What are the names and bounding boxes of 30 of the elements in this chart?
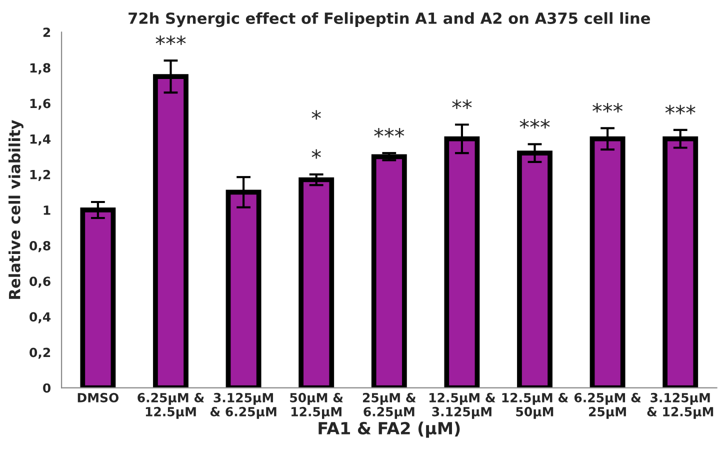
- x-tick-label: 3.125μM & 6.25μM: [210, 392, 276, 419]
- y-tick-label: 1: [44, 206, 50, 215]
- y-tick-label: 1,6: [30, 98, 50, 110]
- x-tick-label: 50μM & 12.5μM: [290, 392, 343, 419]
- x-tick-label: 12.5μM & 50μM: [502, 392, 568, 419]
- text: * *: [312, 110, 321, 159]
- y-tick-label: 1,8: [30, 63, 50, 74]
- y-tick-label: 0,2: [30, 348, 50, 359]
- y-tick-label: 2: [43, 28, 50, 37]
- y-tick-label: 1,2: [30, 170, 50, 181]
- x-axis-title: FA1 & FA2 (μM): [318, 422, 460, 438]
- data-label: ***: [374, 128, 404, 138]
- y-tick-label: 0,4: [30, 312, 51, 324]
- data-label: ***: [592, 103, 623, 113]
- x-tick-label: 6.25μM & 25μM: [574, 392, 641, 419]
- y-axis-title: Relative cell viability: [8, 120, 24, 299]
- data-label: ***: [665, 104, 696, 114]
- data-label: ***: [520, 119, 550, 129]
- data-label: ***: [156, 35, 186, 45]
- y-tick-label: 0,6: [30, 276, 50, 288]
- y-tick-label: 1,4: [30, 134, 51, 146]
- data-label: **: [452, 99, 472, 109]
- y-tick-label: 0: [43, 383, 51, 393]
- chart-title: 72h Synergic effect of Felipeptin A1 and A2 on A375 cell line: [128, 12, 650, 28]
- x-tick-label: DMSO: [78, 392, 119, 402]
- x-tick-label: 3.125μM & 12.5μM: [647, 392, 714, 419]
- x-tick-label: 25μM & 6.25μM: [362, 392, 416, 419]
- y-tick-label: 0,8: [30, 241, 50, 252]
- x-tick-label: 12.5μM & 3.125μM: [430, 392, 496, 419]
- x-tick-label: 6.25μM & 12.5μM: [138, 392, 204, 419]
